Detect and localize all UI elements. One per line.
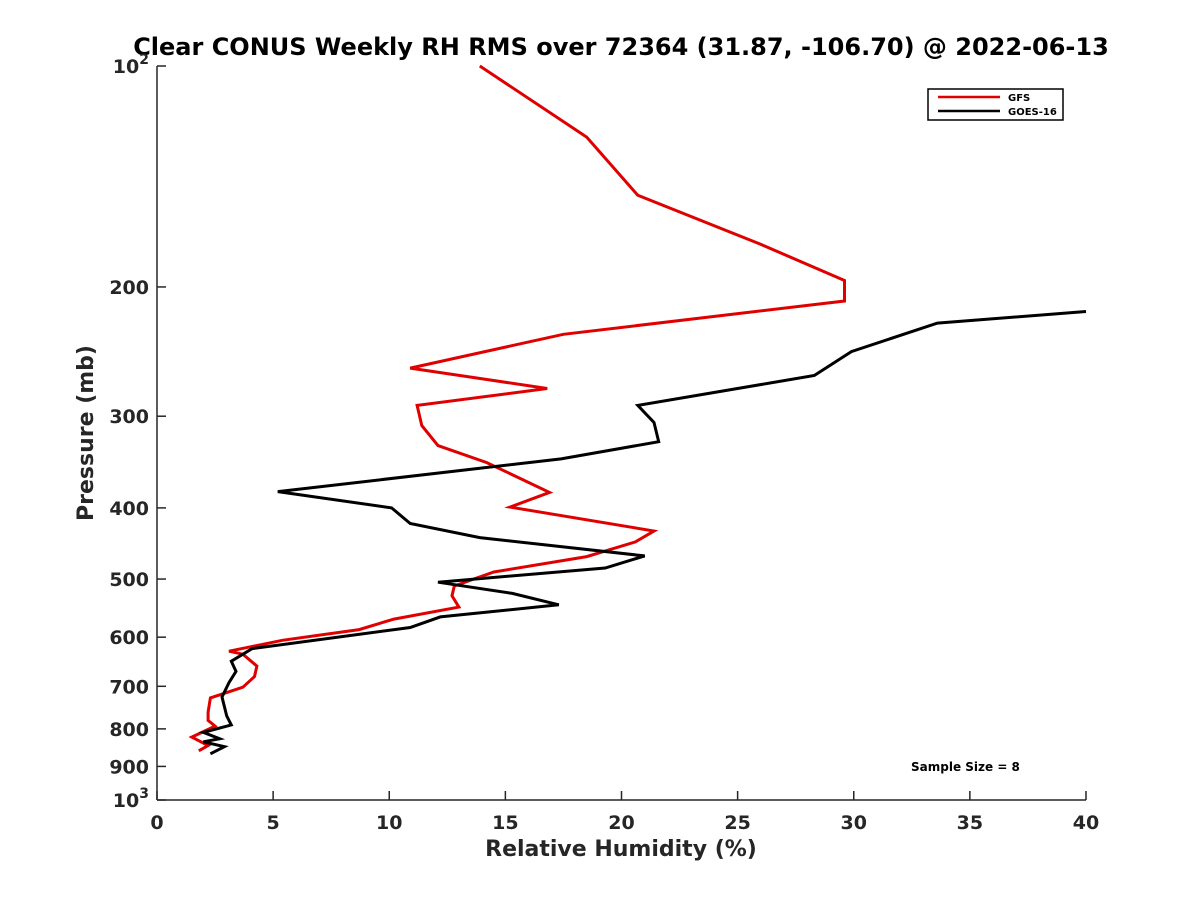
y-tick-label: 700 (109, 676, 149, 698)
legend-label-gfs: GFS (1008, 93, 1030, 104)
sample-size-annotation: Sample Size = 8 (911, 760, 1020, 774)
chart-title: Clear CONUS Weekly RH RMS over 72364 (31… (133, 33, 1109, 61)
series-line-gfs (188, 64, 846, 753)
x-tick-label: 10 (376, 812, 402, 834)
legend-box (927, 88, 1064, 121)
y-tick-label: 600 (109, 627, 149, 649)
x-axis-label: Relative Humidity (%) (485, 837, 757, 862)
x-tick-label: 15 (492, 812, 518, 834)
x-tick-label: 5 (267, 812, 280, 834)
y-tick-label: 103 (113, 786, 149, 812)
y-axis-label: Pressure (mb) (74, 345, 99, 521)
y-tick-label: 400 (109, 498, 149, 520)
plot-area: 0 5 10 15 20 25 30 35 40 102 200 300 400 500 600 700 80… (109, 52, 1099, 834)
x-tick-label: 0 (150, 812, 163, 834)
x-tick-label: 35 (957, 812, 983, 834)
y-tick-label: 102 (113, 52, 149, 78)
legend-label-goes16: GOES-16 (1008, 107, 1057, 118)
y-ticks: 102 200 300 400 500 600 700 800 900 103 (109, 52, 166, 812)
y-tick-label: 900 (109, 756, 149, 778)
series-layer (188, 64, 1087, 756)
series-line-goes-16 (198, 310, 1087, 756)
x-tick-label: 40 (1073, 812, 1099, 834)
y-tick-label: 200 (109, 277, 149, 299)
legend: GFS GOES-16 (927, 88, 1064, 121)
x-ticks: 0 5 10 15 20 25 30 35 40 (150, 791, 1099, 834)
x-tick-label: 30 (841, 812, 867, 834)
y-tick-label: 300 (109, 406, 149, 428)
x-tick-label: 20 (608, 812, 634, 834)
y-tick-label: 800 (109, 719, 149, 741)
x-tick-label: 25 (724, 812, 750, 834)
y-tick-label: 500 (109, 569, 149, 591)
